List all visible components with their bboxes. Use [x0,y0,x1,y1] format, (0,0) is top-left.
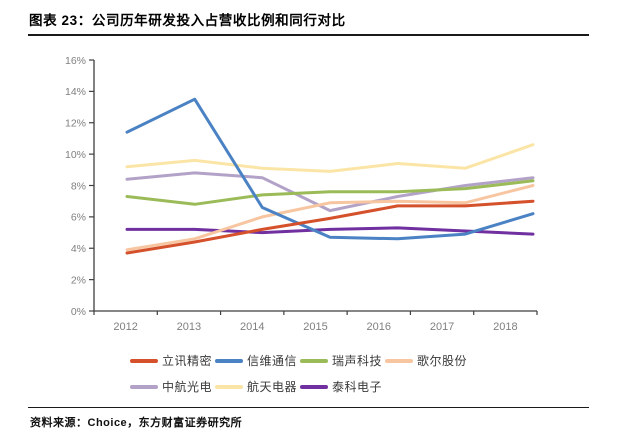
figure-title: 图表 23：公司历年研发投入占营收比例和同行对比 [29,13,346,28]
legend-swatch [300,384,328,389]
legend: 立讯精密 信维通信 瑞声科技 歌尔股份中航光电 航天电器 泰科电子 [130,352,470,395]
series-line-歌尔股份 [125,184,535,252]
x-axis-label: 2012 [113,321,137,333]
legend-item-歌尔股份: 歌尔股份 [385,352,470,369]
legend-item-中航光电: 中航光电 [130,378,215,395]
series-line-立讯精密 [125,199,535,255]
y-axis-label: 10% [65,149,86,161]
legend-item-信维通信: 信维通信 [215,352,300,369]
x-axis-label: 2018 [493,321,517,333]
source-divider [28,407,589,408]
series-line-中航光电 [125,171,535,213]
legend-swatch [300,358,328,363]
legend-row: 中航光电 航天电器 泰科电子 [130,378,470,395]
legend-swatch [130,358,158,363]
legend-swatch [130,384,158,389]
title-divider [28,34,589,36]
x-axis-label: 2017 [430,321,454,333]
x-axis-label: 2015 [303,321,327,333]
legend-item-航天电器: 航天电器 [215,378,300,395]
legend-swatch [215,358,243,363]
x-axis-label: 2014 [240,321,264,333]
y-axis-label: 16% [65,55,86,67]
legend-item-瑞声科技: 瑞声科技 [300,352,385,369]
legend-label: 立讯精密 [162,354,213,368]
legend-item-泰科电子: 泰科电子 [300,378,385,395]
series-line-信维通信 [125,97,535,241]
legend-swatch [215,384,243,389]
legend-label: 信维通信 [247,354,298,368]
y-axis-label: 2% [71,274,86,286]
legend-label: 泰科电子 [332,380,383,394]
x-axis-label: 2016 [367,321,391,333]
series-line-泰科电子 [125,226,535,236]
legend-label: 歌尔股份 [417,354,468,368]
source-text: 资料来源：Choice，东方财富证券研究所 [30,417,243,429]
legend-label: 中航光电 [162,380,213,394]
y-axis-label: 8% [71,180,86,192]
y-axis-label: 12% [65,118,86,130]
legend-label: 瑞声科技 [332,354,383,368]
series-line-航天电器 [125,143,535,173]
legend-item-立讯精密: 立讯精密 [130,352,215,369]
y-axis-label: 0% [71,306,86,318]
y-axis-label: 14% [65,86,86,98]
legend-swatch [385,358,413,363]
y-axis-label: 6% [71,212,86,224]
legend-row: 立讯精密 信维通信 瑞声科技 歌尔股份 [130,352,470,369]
y-axis-label: 4% [71,243,86,255]
legend-label: 航天电器 [247,380,298,394]
series-line-瑞声科技 [125,179,535,206]
x-axis-label: 2013 [177,321,201,333]
chart-svg: 0% 2% 4% 6% 8% 10% 12% 14% 16% 2012 2013 2014 2015 20… [65,55,538,333]
